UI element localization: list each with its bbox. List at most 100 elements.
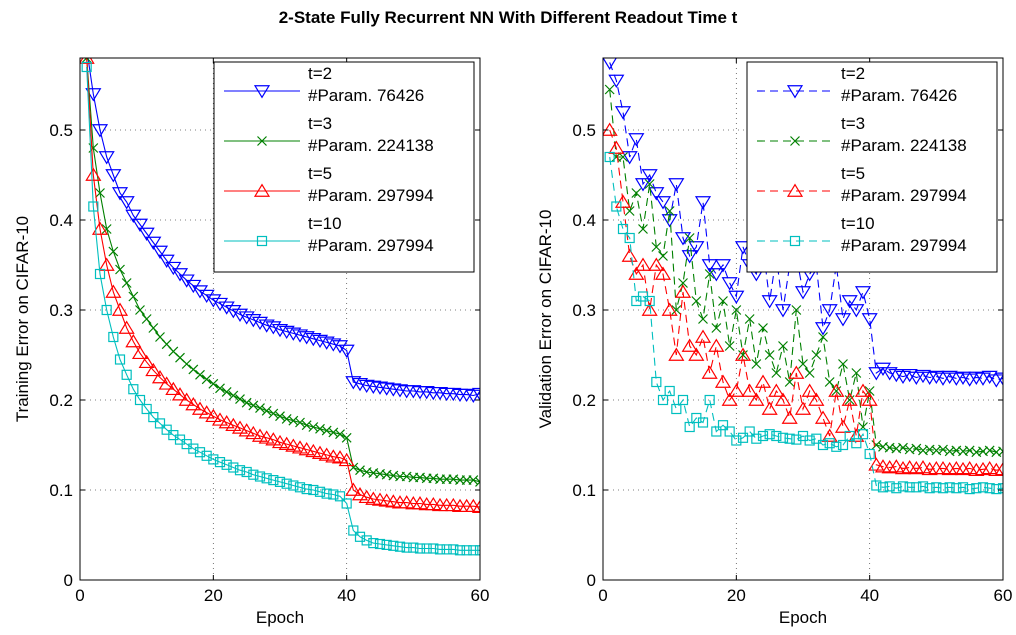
data-point [688,347,705,361]
data-point [668,347,685,361]
data-point [898,442,908,453]
data-point [235,394,245,405]
data-point [234,465,246,476]
data-point [784,377,795,387]
data-point [988,462,1003,477]
data-point [94,268,106,280]
legend-entry-name: t=5 [841,164,865,183]
data-point [971,483,982,494]
data-point [335,429,345,440]
data-point [331,450,349,464]
data-point [658,251,668,261]
data-point [814,410,832,424]
data-point [981,370,998,385]
data-point [841,295,858,309]
data-point [671,403,682,415]
data-point [678,278,688,288]
data-point [341,498,352,509]
series-line-t=10 [609,156,1003,490]
data-point [731,435,742,446]
data-point [258,430,275,444]
series-line-t=10 [86,66,480,551]
data-point [894,460,912,475]
data-point [994,372,1003,386]
data-point [288,415,299,426]
data-point [644,295,655,307]
data-point [461,545,472,556]
data-point [95,188,105,198]
data-point [848,304,865,318]
data-point [688,241,705,255]
x-tick-label: 0 [75,586,84,605]
data-point [641,302,658,316]
data-point [445,387,462,402]
data-point [211,412,229,426]
data-point [254,471,266,482]
data-point [265,432,282,446]
data-point [361,535,372,546]
data-point [621,151,638,165]
data-point [881,460,898,474]
series-line-t=3 [609,89,1003,453]
data-point [781,410,798,424]
data-point [937,483,949,494]
data-point [318,447,335,461]
y-tick-label: 0.1 [49,481,73,500]
data-point [964,484,975,495]
y-tick-label: 0.1 [572,481,596,500]
data-point [85,167,102,181]
data-point [604,84,615,95]
data-point [121,278,132,288]
data-point [874,362,892,376]
x-tick-label: 40 [860,586,879,605]
y-tick-label: 0.3 [572,301,596,320]
data-point [298,442,315,456]
legend-entry-name: t=5 [308,164,332,183]
data-point [651,242,662,252]
data-point [894,370,912,385]
data-point [778,341,788,351]
data-point [654,196,672,210]
data-point [231,308,249,322]
data-point [354,531,366,542]
data-point [654,266,672,280]
data-point [285,438,302,452]
x-tick-label: 20 [727,586,746,605]
data-point [951,483,962,494]
data-point [944,482,955,493]
series-t=3 [81,58,480,487]
data-point [441,544,452,555]
data-point [681,250,698,264]
data-point [141,314,152,324]
data-point [291,440,309,454]
data-point [818,332,828,342]
data-point [804,368,815,378]
data-point [271,323,289,338]
y-tick-label: 0.2 [49,391,73,410]
axes-box [79,57,481,581]
data-point [811,433,822,444]
y-axis-label: Training Error on CIFAR-10 [13,216,32,422]
data-point [81,58,92,63]
data-point [201,450,212,461]
data-point [105,284,122,298]
y-tick-label: 0 [587,571,596,590]
data-point [428,543,439,554]
data-point [761,295,778,309]
data-point [814,322,832,336]
data-point [864,386,875,396]
data-point [997,483,1003,494]
data-point [901,368,918,383]
data-point [151,245,169,259]
x-tick-label: 40 [337,586,356,605]
data-point [458,388,475,403]
data-point [697,417,709,428]
data-point [138,227,155,241]
data-point [634,178,652,192]
data-point [757,430,769,442]
legend: t=2 #Param. 76426 t=3 #Param. 224138 t=5 #Par… [746,61,998,273]
data-point [844,395,855,405]
data-point [378,382,395,396]
data-point [851,368,862,378]
